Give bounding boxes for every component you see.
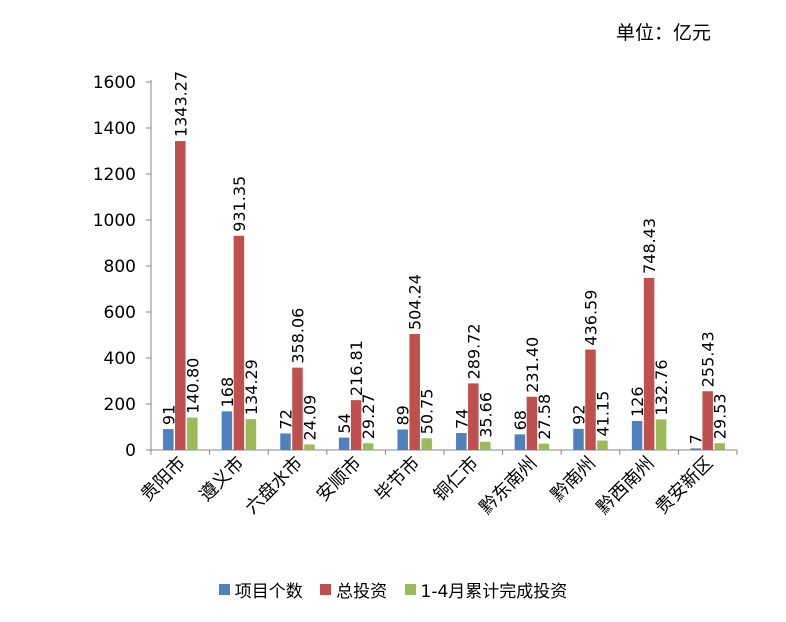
legend-swatch-project-count	[218, 584, 230, 595]
data-label: 41.15	[594, 391, 613, 437]
bar	[338, 437, 350, 450]
data-label: 132.76	[652, 359, 671, 415]
data-label: 255.43	[699, 331, 718, 387]
data-label: 140.80	[183, 358, 202, 414]
bar	[690, 448, 701, 450]
data-label: 35.66	[476, 392, 495, 438]
bar	[409, 334, 420, 450]
y-tick-label: 400	[104, 349, 136, 369]
bar	[631, 421, 643, 450]
category-label: 六盘水市	[241, 453, 307, 519]
bar	[397, 429, 408, 450]
bar	[421, 438, 432, 450]
data-label: 29.27	[359, 393, 378, 439]
data-label: 50.75	[418, 389, 437, 435]
data-label: 7	[687, 434, 706, 444]
bar	[514, 434, 526, 450]
bar	[175, 141, 186, 450]
bar	[573, 428, 584, 450]
bar	[245, 419, 257, 450]
bar	[526, 396, 538, 450]
data-label: 92	[570, 404, 589, 424]
data-label: 931.35	[230, 176, 249, 232]
data-label: 504.24	[406, 274, 425, 330]
chart-legend: 项目个数 总投资 1-4月累计完成投资	[0, 577, 786, 602]
bar	[292, 367, 303, 450]
bar	[655, 419, 667, 450]
data-label: 231.40	[523, 337, 542, 393]
data-label: 72	[277, 409, 296, 429]
y-tick-label: 600	[104, 303, 136, 323]
category-label: 安顺市	[313, 453, 366, 506]
data-label: 168	[218, 377, 237, 408]
legend-item-completed-investment: 1-4月累计完成投资	[404, 577, 568, 602]
bar	[362, 443, 374, 450]
data-label: 91	[159, 405, 178, 425]
legend-label-completed-investment: 1-4月累计完成投资	[420, 582, 568, 602]
bar	[187, 417, 198, 450]
data-label: 436.59	[582, 290, 601, 346]
bar	[233, 235, 245, 450]
data-label: 27.58	[535, 394, 554, 440]
y-tick-label: 1400	[93, 119, 136, 139]
bar	[585, 349, 596, 450]
y-tick-label: 1200	[93, 165, 136, 185]
bar	[480, 441, 491, 450]
unit-label: 单位：亿元	[616, 22, 712, 44]
y-tick-label: 1000	[93, 211, 136, 231]
data-label: 54	[335, 413, 354, 433]
bar	[163, 429, 174, 450]
category-label: 贵安新区	[651, 453, 717, 519]
legend-item-total-investment: 总投资	[320, 577, 387, 602]
data-label: 134.29	[242, 359, 261, 415]
y-tick-label: 1600	[93, 73, 136, 93]
data-label: 24.09	[301, 395, 320, 441]
legend-swatch-completed-investment	[404, 584, 416, 595]
data-label: 358.06	[289, 308, 308, 364]
data-label: 748.43	[640, 218, 659, 274]
y-tick-label: 200	[104, 395, 136, 415]
data-label: 216.81	[347, 340, 366, 396]
data-label: 1343.27	[171, 71, 190, 137]
category-label: 黔南州	[547, 453, 600, 506]
data-label: 68	[511, 410, 530, 430]
bar	[468, 383, 479, 450]
bar	[538, 443, 550, 450]
legend-label-total-investment: 总投资	[336, 582, 388, 602]
y-tick-label: 0	[125, 441, 136, 461]
category-label: 贵阳市	[137, 453, 190, 506]
bar	[597, 440, 608, 450]
category-label: 黔西南州	[593, 453, 659, 519]
category-label: 毕节市	[371, 453, 424, 506]
legend-item-project-count: 项目个数	[218, 577, 303, 602]
data-label: 29.53	[711, 393, 730, 439]
category-label: 铜仁市	[430, 453, 483, 506]
legend-swatch-total-investment	[320, 584, 332, 595]
bar	[643, 277, 655, 450]
y-tick-label: 800	[104, 257, 136, 277]
bar	[221, 411, 233, 450]
data-label: 89	[394, 405, 413, 425]
bar	[714, 443, 725, 450]
bar	[280, 433, 291, 450]
bar	[304, 444, 315, 450]
data-label: 289.72	[464, 323, 483, 379]
data-label: 126	[628, 386, 647, 417]
bar	[702, 391, 713, 450]
category-label: 遵义市	[195, 453, 248, 506]
category-label: 黔东南州	[476, 453, 542, 519]
bar	[350, 400, 362, 450]
bar	[456, 432, 467, 450]
legend-label-project-count: 项目个数	[234, 582, 303, 602]
data-label: 74	[452, 409, 471, 429]
